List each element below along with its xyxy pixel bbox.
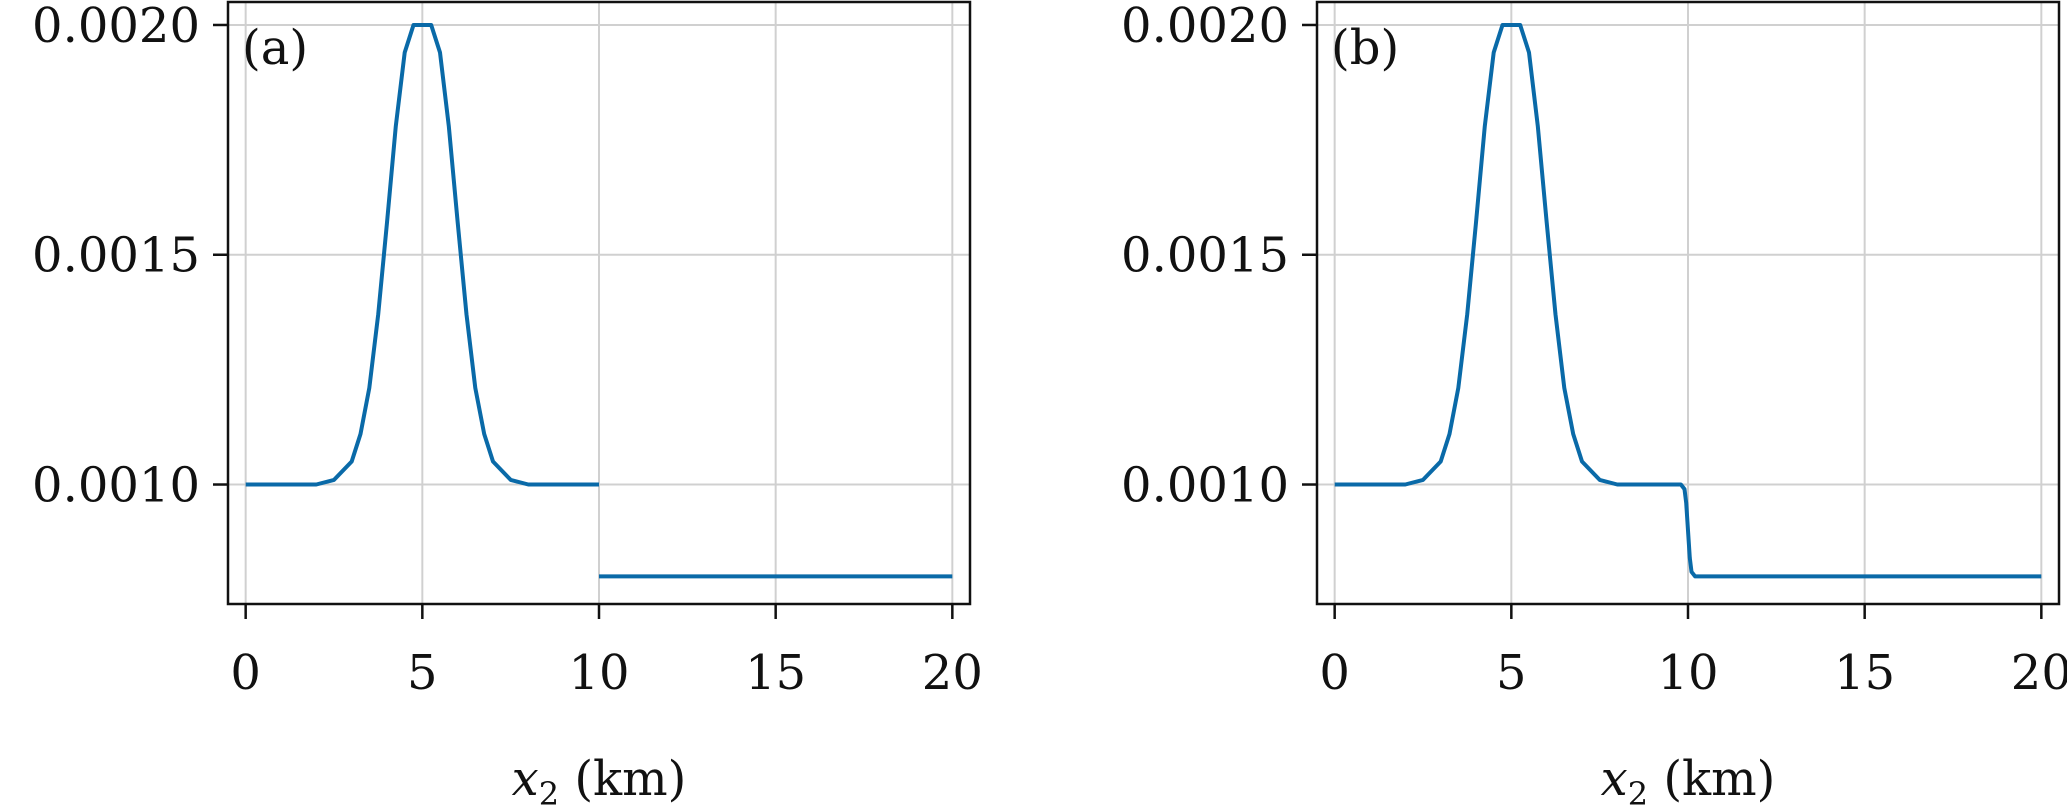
x-tick-label: 5 bbox=[1496, 645, 1527, 701]
x-tick-label: 5 bbox=[407, 645, 438, 701]
x-tick-label: 15 bbox=[745, 645, 806, 701]
y-tick-label: 0.0010 bbox=[1121, 458, 1289, 514]
x-tick-label: 0 bbox=[1319, 645, 1350, 701]
x-tick-label: 20 bbox=[922, 645, 983, 701]
x-axis-label-unit: (km) bbox=[559, 751, 686, 807]
x-axis-label-unit: (km) bbox=[1648, 751, 1775, 807]
y-tick-label: 0.0015 bbox=[32, 228, 200, 284]
series-line-segment-1 bbox=[1334, 23, 2042, 579]
x-axis-label: x2 (km) bbox=[512, 751, 687, 809]
x-axis-label-subscript: 2 bbox=[539, 775, 559, 809]
x-tick-label: 10 bbox=[1657, 645, 1718, 701]
x-axis-label-variable: x bbox=[512, 751, 539, 807]
x-axis-label-variable: x bbox=[1601, 751, 1628, 807]
panel-label: (a) bbox=[242, 20, 308, 76]
y-tick-label: 0.0015 bbox=[1121, 228, 1289, 284]
y-tick-label: 0.0020 bbox=[1121, 0, 1289, 54]
y-tick-label: 0.0010 bbox=[32, 458, 200, 514]
x-axis-label-subscript: 2 bbox=[1628, 775, 1648, 809]
panel-b: 0 5 10 15 20 0.0010 0.0015 0.0020 (b) x2 (km) bbox=[1121, 0, 2067, 809]
x-tick-label: 0 bbox=[230, 645, 261, 701]
series-line-segment-1 bbox=[245, 23, 599, 487]
panel-label: (b) bbox=[1331, 20, 1399, 76]
panel-a: 0 5 10 15 20 0.0010 0.0015 0.0020 (a) x2 (km) bbox=[32, 0, 983, 809]
x-tick-label: 15 bbox=[1834, 645, 1895, 701]
y-tick-label: 0.0020 bbox=[32, 0, 200, 54]
x-tick-label: 20 bbox=[2011, 645, 2067, 701]
x-axis-label: x2 (km) bbox=[1601, 751, 1776, 809]
x-tick-label: 10 bbox=[568, 645, 629, 701]
